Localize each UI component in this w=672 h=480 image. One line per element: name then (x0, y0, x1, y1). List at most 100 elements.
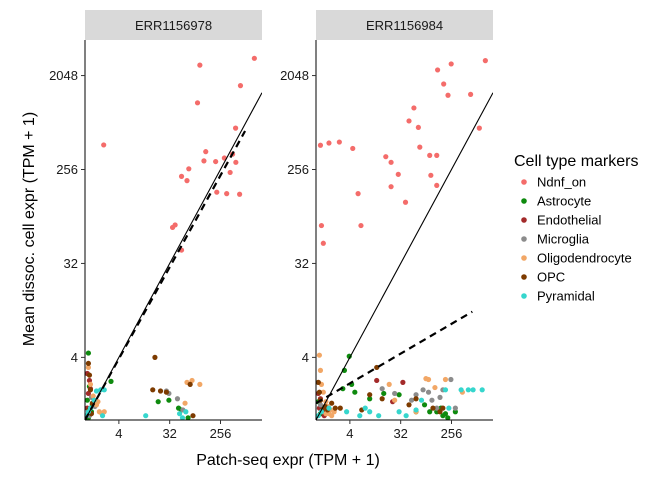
legend-swatch (521, 293, 527, 299)
plot-content (85, 55, 262, 420)
data-point (184, 178, 190, 184)
y-axis-title: Mean dissoc. cell expr (TPM + 1) (21, 112, 38, 346)
data-point (388, 184, 394, 190)
data-point (157, 388, 164, 394)
y-tick-label: 32 (295, 256, 309, 271)
data-point (479, 387, 485, 393)
fit-line (316, 310, 473, 405)
data-point (317, 367, 324, 373)
legend-title: Cell type markers (514, 153, 638, 170)
data-point (194, 100, 201, 106)
data-point (413, 396, 419, 402)
data-point (445, 92, 451, 98)
data-point (108, 378, 114, 384)
data-point (441, 81, 447, 87)
facet-strip-background (85, 10, 262, 40)
data-point (411, 105, 417, 111)
y-tick-label: 2048 (49, 68, 78, 83)
data-point (362, 405, 368, 411)
plot-area: 4 32 256 2048 4 32 256 (49, 40, 262, 441)
data-point (329, 400, 335, 406)
legend-swatch (521, 274, 527, 280)
data-point (418, 397, 425, 403)
x-tick-label: 4 (115, 426, 122, 441)
data-point (233, 159, 239, 165)
data-point (396, 409, 402, 415)
data-point (187, 381, 193, 387)
data-point (379, 396, 385, 402)
data-point (344, 409, 350, 415)
data-point (197, 381, 203, 387)
data-point (176, 411, 183, 417)
data-point (358, 222, 364, 229)
data-point (90, 393, 96, 399)
data-point (183, 409, 189, 415)
legend-label: Pyramidal (537, 289, 595, 304)
data-point (417, 144, 423, 150)
data-point (317, 402, 324, 408)
data-point (85, 360, 92, 367)
data-point (175, 405, 182, 411)
y-tick-label: 4 (71, 350, 78, 365)
data-point (430, 405, 436, 411)
data-point (432, 384, 438, 391)
x-axis-title: Patch-seq expr (TPM + 1) (196, 452, 380, 469)
x-tick-label: 32 (393, 426, 407, 441)
data-point (317, 142, 324, 148)
data-point (402, 199, 409, 205)
x-tick-label: 32 (162, 426, 176, 441)
data-point (143, 413, 149, 419)
legend-label: Microglia (537, 232, 590, 247)
data-point (197, 62, 203, 68)
x-tick-label: 4 (346, 426, 353, 441)
data-point (420, 387, 426, 393)
data-point (379, 386, 385, 392)
data-point (427, 409, 433, 415)
data-point (316, 352, 323, 358)
data-point (408, 397, 415, 403)
data-point (367, 392, 373, 398)
data-point (376, 413, 382, 419)
data-point (406, 402, 412, 408)
data-point (87, 387, 94, 393)
y-tick-label: 256 (287, 162, 309, 177)
data-point (403, 413, 409, 419)
data-point (448, 376, 454, 383)
data-point (318, 222, 325, 229)
data-point (425, 389, 432, 395)
data-point (350, 145, 356, 152)
data-point (101, 409, 107, 415)
data-point (442, 376, 449, 383)
data-point (446, 405, 452, 411)
data-point (357, 413, 363, 419)
data-point (452, 405, 458, 411)
data-point (434, 405, 440, 411)
data-point (434, 182, 440, 189)
data-point (367, 396, 373, 402)
data-point (87, 381, 94, 387)
data-point (440, 405, 446, 411)
data-point (101, 142, 107, 148)
data-point (150, 387, 156, 393)
data-point (468, 91, 474, 97)
data-point (316, 379, 321, 385)
data-point (189, 377, 195, 384)
data-point (448, 61, 454, 67)
data-point (442, 411, 449, 417)
data-point (179, 415, 186, 420)
legend-items: Ndnf_on Astrocyte Endothelial Microglia Olig… (521, 175, 632, 304)
data-point (437, 394, 443, 400)
data-point (326, 405, 332, 411)
data-point (320, 389, 326, 395)
plot-area: 4 32 256 2048 4 32 256 (280, 40, 493, 441)
facet-strip-label: ERR1156984 (366, 18, 443, 33)
legend-swatch (521, 255, 527, 261)
y-tick-label: 32 (64, 256, 78, 271)
y-tick-label: 256 (56, 162, 78, 177)
data-point (415, 124, 421, 131)
data-point (435, 67, 441, 73)
data-point (425, 376, 432, 383)
data-point (232, 125, 239, 131)
facet-strip-background (316, 10, 493, 40)
